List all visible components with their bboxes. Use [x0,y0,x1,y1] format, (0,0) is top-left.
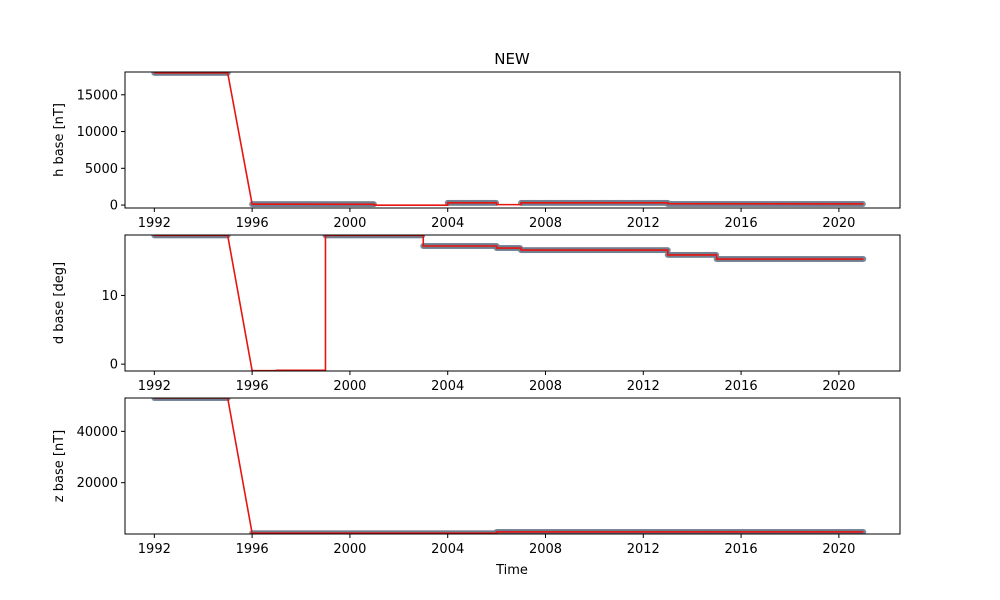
x-tick-label: 2012 [627,379,660,394]
x-tick-label: 2020 [822,216,855,231]
x-tick-label: 2020 [822,379,855,394]
y-tick-label: 5000 [85,162,118,177]
x-tick-label: 2016 [725,379,758,394]
x-tick-label: 2012 [627,216,660,231]
x-tick-label: 2020 [822,542,855,557]
y-tick-label: 10 [101,289,118,304]
x-tick-label: 2008 [529,542,562,557]
x-tick-label: 2016 [725,542,758,557]
x-tick-label: 1992 [138,379,171,394]
x-tick-label: 1996 [236,542,269,557]
subplot-1: 1992 1996 2000 2004 2008 2012 2016 2020 0 5000 100… [52,71,901,231]
x-tick-label: 2004 [431,216,464,231]
x-tick-label: 2012 [627,542,660,557]
plot-area [151,398,867,534]
x-tick-label: 2004 [431,542,464,557]
chart-title: NEW [494,50,530,68]
plot-area [151,72,866,208]
x-tick-label: 1996 [236,379,269,394]
y-tick-label: 0 [110,358,118,373]
x-tick-label: 1996 [236,216,269,231]
axes-frame [124,71,901,209]
y-axis-label: h base [nT] [52,103,67,177]
x-tick-label: 2008 [529,216,562,231]
axes-frame [124,397,901,535]
y-tick-label: 20000 [77,476,118,491]
y-axis-label: z base [nT] [52,430,67,502]
y-tick-label: 40000 [77,425,118,440]
y-axis-label: d base [deg] [52,262,67,344]
axes-frame [124,234,901,372]
subplot-panels: 1992 1996 2000 2004 2008 2012 2016 202005000100… [52,71,901,557]
subplot-3: 1992 1996 2000 2004 2008 2012 2016 2020 20000 400… [52,397,901,557]
x-axis-label: Time [495,563,528,578]
x-tick-label: 2016 [725,216,758,231]
y-tick-label: 15000 [77,88,118,103]
x-tick-label: 2000 [333,216,366,231]
y-tick-label: 10000 [77,125,118,140]
x-tick-label: 1992 [138,542,171,557]
x-tick-label: 2004 [431,379,464,394]
subplot-2: 1992 1996 2000 2004 2008 2012 2016 2020 0 10 d bas… [52,234,901,394]
x-tick-label: 2000 [333,542,366,557]
x-tick-label: 1992 [138,216,171,231]
x-tick-label: 2008 [529,379,562,394]
baseline-line [154,72,864,207]
x-tick-label: 2000 [333,379,366,394]
baseline-line [154,398,864,534]
y-tick-label: 0 [110,199,118,214]
